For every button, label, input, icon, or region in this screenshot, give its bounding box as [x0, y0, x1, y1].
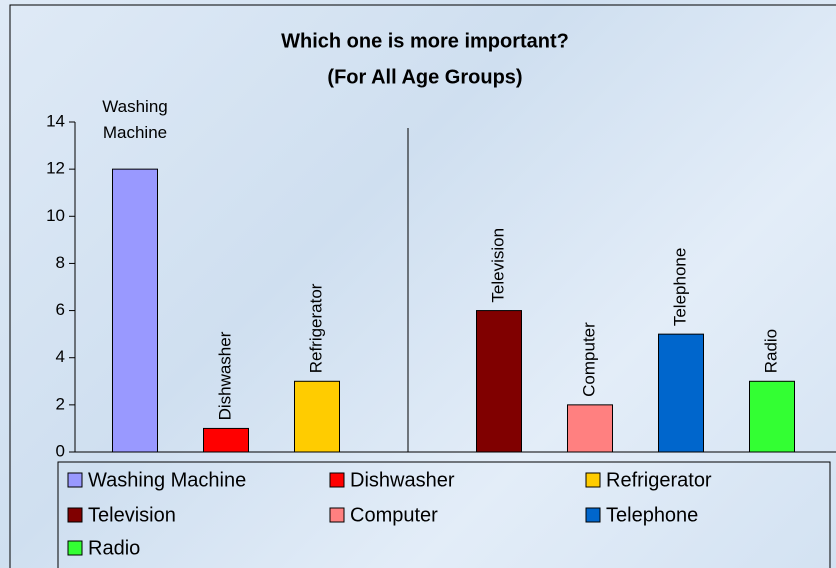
bar: [749, 380, 795, 453]
legend-label: Refrigerator: [606, 469, 712, 491]
legend-box: [57, 461, 831, 568]
legend-label: Dishwasher: [350, 469, 455, 491]
legend-label: Telephone: [606, 504, 698, 526]
data-label: Television: [488, 228, 507, 303]
chart-title: Which one is more important?: [281, 30, 569, 52]
legend-swatch: [585, 472, 601, 488]
bar: [294, 380, 340, 453]
chart-border: [9, 4, 836, 568]
y-tick-label: 10: [46, 206, 65, 225]
bar: [476, 310, 522, 453]
legend-swatch: [329, 507, 345, 523]
data-label: Refrigerator: [306, 283, 325, 373]
legend-swatch: [67, 540, 83, 556]
y-tick-label: 2: [56, 394, 65, 413]
legend-swatch: [67, 507, 83, 523]
legend-swatch: [329, 472, 345, 488]
legend-swatch: [585, 507, 601, 523]
legend-label: Washing Machine: [88, 469, 246, 491]
legend-label: Computer: [350, 504, 438, 526]
y-tick-label: 0: [56, 441, 65, 460]
data-label: Dishwasher: [215, 331, 234, 420]
legend-swatch: [67, 472, 83, 488]
data-label: Washing Machine: [102, 97, 168, 142]
y-tick-label: 8: [56, 253, 65, 272]
bar: [658, 333, 704, 453]
legend-label: Radio: [88, 537, 140, 559]
data-label: Radio: [761, 329, 780, 373]
chart-subtitle: (For All Age Groups): [327, 66, 522, 88]
data-label: Washing Machine: [102, 97, 168, 142]
bar: [203, 427, 249, 453]
y-tick-label: 12: [46, 159, 65, 178]
y-tick-label: 4: [56, 347, 65, 366]
y-tick-label: 6: [56, 300, 65, 319]
bar: [112, 168, 158, 453]
data-label: Computer: [579, 322, 598, 397]
bar: [567, 404, 613, 453]
y-tick-label: 14: [46, 111, 65, 130]
legend-label: Television: [88, 504, 176, 526]
data-label: Telephone: [670, 248, 689, 326]
